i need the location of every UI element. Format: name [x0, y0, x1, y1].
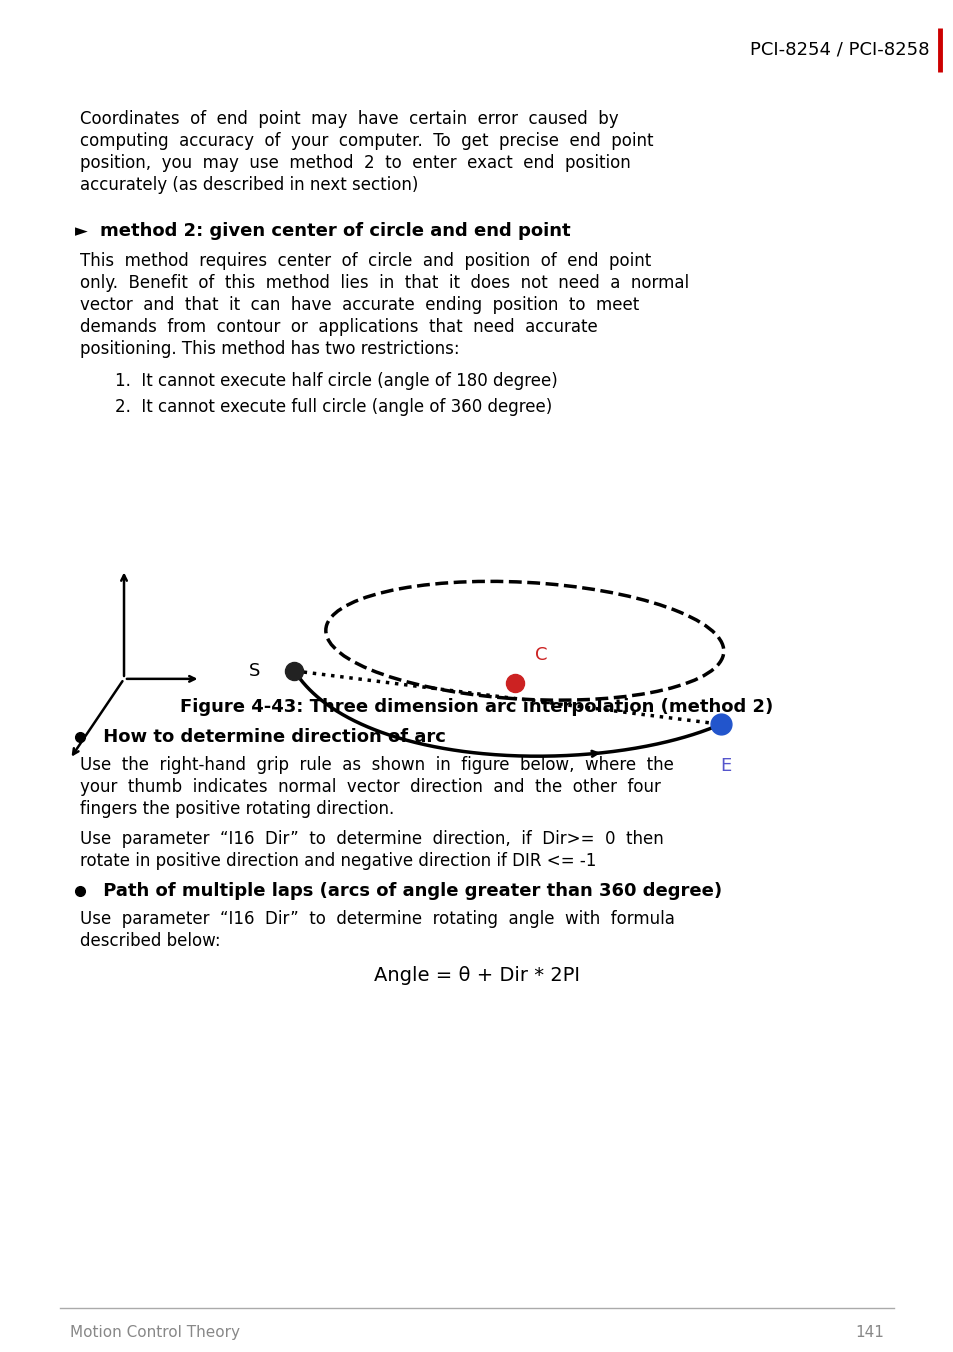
- Text: 2.  It cannot execute full circle (angle of 360 degree): 2. It cannot execute full circle (angle …: [115, 397, 552, 416]
- Text: vector  and  that  it  can  have  accurate  ending  position  to  meet: vector and that it can have accurate end…: [80, 296, 639, 314]
- Text: Use  parameter  “I16  Dir”  to  determine  direction,  if  Dir>=  0  then: Use parameter “I16 Dir” to determine dir…: [80, 830, 663, 848]
- Text: This  method  requires  center  of  circle  and  position  of  end  point: This method requires center of circle an…: [80, 251, 651, 270]
- Text: ►: ►: [75, 222, 88, 241]
- Text: 141: 141: [854, 1325, 883, 1340]
- Text: PCI-8254 / PCI-8258: PCI-8254 / PCI-8258: [750, 41, 929, 59]
- Text: your  thumb  indicates  normal  vector  direction  and  the  other  four: your thumb indicates normal vector direc…: [80, 777, 660, 796]
- Text: S: S: [249, 662, 260, 680]
- Text: How to determine direction of arc: How to determine direction of arc: [97, 727, 445, 746]
- Text: method 2: given center of circle and end point: method 2: given center of circle and end…: [100, 222, 570, 241]
- Text: fingers the positive rotating direction.: fingers the positive rotating direction.: [80, 800, 394, 818]
- Text: demands  from  contour  or  applications  that  need  accurate: demands from contour or applications tha…: [80, 318, 598, 337]
- Text: accurately (as described in next section): accurately (as described in next section…: [80, 176, 418, 193]
- Text: Use  parameter  “I16  Dir”  to  determine  rotating  angle  with  formula: Use parameter “I16 Dir” to determine rot…: [80, 910, 674, 927]
- Text: rotate in positive direction and negative direction if DIR <= -1: rotate in positive direction and negativ…: [80, 852, 596, 869]
- Text: only.  Benefit  of  this  method  lies  in  that  it  does  not  need  a  normal: only. Benefit of this method lies in tha…: [80, 274, 688, 292]
- Text: described below:: described below:: [80, 932, 220, 950]
- Text: computing  accuracy  of  your  computer.  To  get  precise  end  point: computing accuracy of your computer. To …: [80, 132, 653, 150]
- Text: position,  you  may  use  method  2  to  enter  exact  end  position: position, you may use method 2 to enter …: [80, 154, 630, 172]
- Text: Use  the  right-hand  grip  rule  as  shown  in  figure  below,  where  the: Use the right-hand grip rule as shown in…: [80, 756, 673, 773]
- Text: C: C: [534, 646, 546, 664]
- Text: Path of multiple laps (arcs of angle greater than 360 degree): Path of multiple laps (arcs of angle gre…: [97, 882, 721, 900]
- Text: Coordinates  of  end  point  may  have  certain  error  caused  by: Coordinates of end point may have certai…: [80, 110, 618, 128]
- Text: E: E: [720, 757, 731, 775]
- Text: positioning. This method has two restrictions:: positioning. This method has two restric…: [80, 339, 459, 358]
- Text: 1.  It cannot execute half circle (angle of 180 degree): 1. It cannot execute half circle (angle …: [115, 372, 558, 389]
- Text: Angle = θ + Dir * 2PI: Angle = θ + Dir * 2PI: [374, 965, 579, 986]
- Text: Figure 4-43: Three dimension arc interpolation (method 2): Figure 4-43: Three dimension arc interpo…: [180, 698, 773, 717]
- Text: Motion Control Theory: Motion Control Theory: [70, 1325, 240, 1340]
